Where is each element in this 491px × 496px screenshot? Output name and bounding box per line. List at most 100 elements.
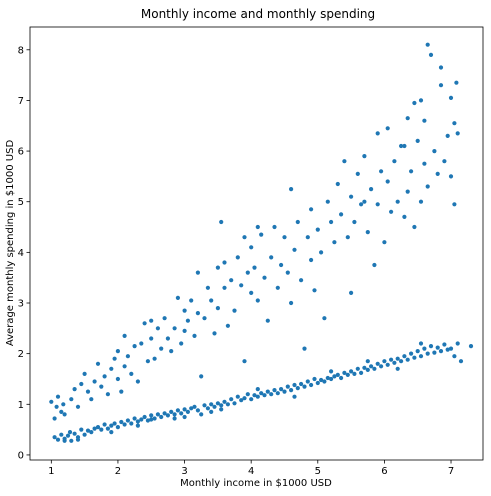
data-point: [65, 433, 71, 438]
data-point: [79, 427, 84, 432]
x-tick-label: 5: [315, 466, 321, 477]
data-point: [375, 202, 380, 207]
data-point: [412, 355, 417, 360]
data-point: [282, 235, 287, 240]
data-point: [172, 326, 177, 331]
data-point: [452, 202, 457, 207]
data-point: [129, 371, 134, 376]
data-point: [189, 298, 194, 303]
data-point: [435, 345, 440, 350]
data-point: [199, 374, 204, 379]
data-point: [185, 318, 190, 323]
data-point: [402, 214, 407, 219]
data-point: [312, 376, 317, 382]
data-point: [468, 344, 474, 349]
data-point: [409, 351, 414, 356]
data-point: [435, 171, 440, 176]
data-point: [165, 336, 170, 341]
data-point: [418, 199, 424, 204]
data-point: [125, 354, 130, 359]
data-point: [105, 426, 110, 431]
data-point: [225, 323, 230, 328]
data-point: [182, 407, 187, 412]
data-point: [269, 255, 274, 260]
data-point: [202, 403, 207, 408]
data-point: [305, 379, 310, 384]
data-point: [169, 349, 174, 354]
data-point: [428, 52, 434, 58]
data-point: [155, 326, 160, 331]
data-point: [102, 422, 107, 427]
data-point: [215, 265, 220, 270]
data-point: [359, 370, 364, 375]
data-point: [52, 435, 57, 440]
data-point: [282, 389, 287, 394]
data-point: [425, 184, 430, 189]
data-point: [385, 179, 390, 184]
data-point: [239, 398, 244, 403]
data-point: [61, 402, 66, 407]
x-axis-label: Monthly income in $1000 USD: [180, 478, 332, 489]
data-point: [199, 412, 204, 417]
data-point: [295, 219, 300, 225]
data-point: [389, 357, 394, 362]
data-point: [185, 409, 190, 414]
data-point: [265, 389, 270, 394]
data-point: [102, 374, 107, 379]
data-point: [92, 426, 97, 431]
data-point: [418, 354, 424, 359]
data-point: [315, 380, 320, 386]
data-point: [122, 333, 127, 338]
data-point: [425, 42, 430, 47]
data-point: [115, 376, 120, 382]
data-point: [242, 396, 247, 401]
data-point: [125, 418, 130, 423]
data-point: [335, 372, 340, 377]
data-point: [442, 159, 447, 164]
data-point: [85, 389, 91, 394]
data-point: [145, 418, 150, 423]
data-point: [205, 285, 210, 290]
data-point: [405, 116, 410, 121]
data-point: [332, 240, 337, 245]
data-point: [255, 394, 260, 399]
data-point: [195, 270, 200, 275]
data-point: [385, 362, 390, 367]
data-point: [169, 409, 174, 414]
data-point: [115, 425, 120, 430]
data-point: [312, 288, 317, 293]
data-point: [285, 384, 290, 389]
data-point: [152, 416, 157, 421]
data-point: [275, 391, 280, 396]
data-point: [89, 430, 94, 435]
data-point: [255, 224, 260, 230]
data-point: [305, 235, 310, 240]
data-point: [275, 285, 280, 290]
data-point: [438, 65, 444, 70]
data-point: [265, 318, 270, 323]
data-point: [209, 409, 214, 414]
data-point: [289, 388, 294, 393]
data-point: [232, 401, 237, 406]
data-point: [339, 212, 344, 217]
data-point: [452, 121, 457, 126]
data-point: [252, 393, 257, 398]
data-point: [392, 360, 397, 365]
y-axis-label: Average monthly spending in $1000 USD: [5, 140, 16, 347]
data-point: [82, 371, 87, 376]
data-point: [352, 371, 357, 376]
y-tick-label: 4: [18, 248, 24, 259]
data-point: [159, 346, 164, 351]
data-point: [222, 260, 227, 265]
data-point: [222, 285, 227, 290]
x-tick-label: 7: [448, 466, 454, 477]
data-point: [252, 265, 257, 270]
data-point: [249, 290, 254, 295]
data-point: [372, 262, 377, 268]
data-point: [415, 349, 420, 354]
data-point: [122, 364, 127, 369]
data-point: [292, 247, 297, 252]
data-point: [452, 354, 457, 359]
data-point: [349, 369, 354, 374]
